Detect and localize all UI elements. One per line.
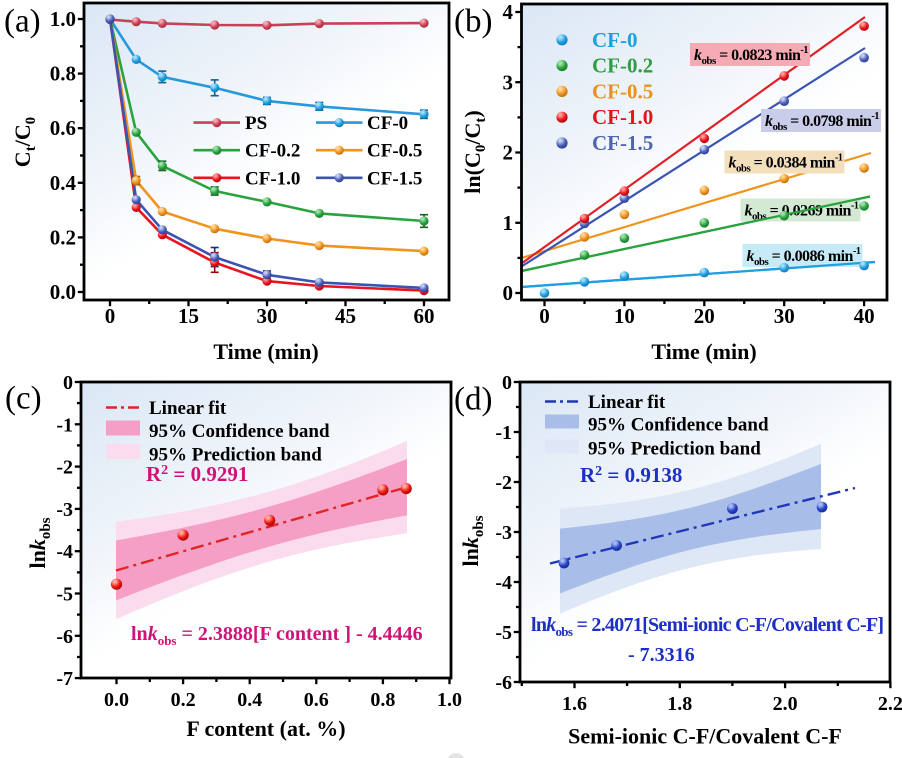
svg-text:40: 40 bbox=[854, 304, 875, 328]
svg-text:-1: -1 bbox=[56, 414, 73, 436]
svg-text:2.2: 2.2 bbox=[878, 693, 902, 715]
svg-text:lnkobs: lnkobs bbox=[458, 515, 487, 566]
svg-text:10: 10 bbox=[614, 304, 635, 328]
svg-text:4: 4 bbox=[503, 0, 514, 24]
svg-text:Ct/C0: Ct/C0 bbox=[10, 117, 39, 167]
svg-text:1: 1 bbox=[503, 211, 514, 235]
svg-text:0: 0 bbox=[503, 281, 514, 305]
svg-text:15: 15 bbox=[178, 304, 199, 328]
svg-text:0.4: 0.4 bbox=[237, 689, 262, 711]
svg-text:Time (min): Time (min) bbox=[651, 339, 756, 364]
svg-text:-4: -4 bbox=[495, 572, 512, 594]
svg-text:1.8: 1.8 bbox=[667, 693, 692, 715]
svg-text:45: 45 bbox=[335, 304, 356, 328]
svg-text:0.0: 0.0 bbox=[104, 689, 129, 711]
svg-text:ln(C0/Ct): ln(C0/Ct) bbox=[460, 110, 489, 193]
svg-text:kobs = 0.0823 min-1: kobs = 0.0823 min-1 bbox=[694, 45, 808, 67]
svg-text:(c): (c) bbox=[5, 381, 42, 417]
svg-text:95% Confidence band: 95% Confidence band bbox=[149, 421, 330, 442]
svg-text:-6: -6 bbox=[495, 672, 512, 694]
svg-text:0.2: 0.2 bbox=[50, 225, 76, 249]
svg-text:-3: -3 bbox=[495, 522, 512, 544]
svg-text:-4: -4 bbox=[56, 541, 73, 563]
svg-text:-6: -6 bbox=[56, 626, 73, 648]
svg-text:Time (min): Time (min) bbox=[213, 339, 318, 364]
svg-text:-5: -5 bbox=[495, 622, 512, 644]
svg-text:30: 30 bbox=[256, 304, 277, 328]
svg-text:kobs = 0.0384 min-1: kobs = 0.0384 min-1 bbox=[729, 153, 843, 175]
svg-text:R2 = 0.9291: R2 = 0.9291 bbox=[146, 462, 248, 486]
svg-text:CF-0: CF-0 bbox=[592, 28, 638, 52]
svg-text:0: 0 bbox=[539, 304, 550, 328]
svg-text:Semi-ionic C-F/Covalent C-F: Semi-ionic C-F/Covalent C-F bbox=[568, 724, 842, 749]
svg-text:30: 30 bbox=[774, 304, 795, 328]
svg-text:95% Prediction band: 95% Prediction band bbox=[149, 445, 322, 466]
svg-text:Linear fit: Linear fit bbox=[149, 398, 227, 419]
svg-text:95% Confidence band: 95% Confidence band bbox=[588, 415, 769, 436]
svg-text:0.4: 0.4 bbox=[50, 171, 77, 195]
svg-text:PS: PS bbox=[245, 113, 267, 134]
svg-text:(b): (b) bbox=[454, 4, 492, 40]
svg-text:CF-1.0: CF-1.0 bbox=[245, 168, 300, 189]
svg-text:CF-1.0: CF-1.0 bbox=[592, 105, 653, 129]
svg-text:-1: -1 bbox=[495, 422, 512, 444]
svg-text:(a): (a) bbox=[4, 4, 41, 40]
svg-text:0.8: 0.8 bbox=[370, 689, 395, 711]
svg-text:3: 3 bbox=[503, 70, 514, 94]
svg-text:0: 0 bbox=[63, 372, 73, 394]
svg-text:0: 0 bbox=[105, 304, 116, 328]
svg-text:lnkobs = 2.4071[Semi-ionic C-F: lnkobs = 2.4071[Semi-ionic C-F/Covalent … bbox=[531, 614, 883, 639]
svg-text:2.0: 2.0 bbox=[773, 693, 798, 715]
svg-text:CF-0.5: CF-0.5 bbox=[367, 141, 422, 162]
svg-text:95% Prediction band: 95% Prediction band bbox=[588, 439, 761, 460]
svg-text:1.0: 1.0 bbox=[437, 689, 462, 711]
svg-text:(d): (d) bbox=[454, 382, 492, 418]
svg-text:-2: -2 bbox=[495, 472, 512, 494]
svg-text:CF-0.2: CF-0.2 bbox=[592, 54, 653, 78]
svg-text:0.0: 0.0 bbox=[50, 280, 76, 304]
svg-text:CF-1.5: CF-1.5 bbox=[367, 168, 422, 189]
svg-text:20: 20 bbox=[694, 304, 715, 328]
svg-text:0.2: 0.2 bbox=[171, 689, 196, 711]
svg-text:R2 = 0.9138: R2 = 0.9138 bbox=[580, 463, 682, 487]
svg-text:CF-0: CF-0 bbox=[367, 113, 408, 134]
svg-text:Linear fit: Linear fit bbox=[588, 392, 666, 413]
svg-text:0.8: 0.8 bbox=[50, 62, 76, 86]
svg-text:CF-0.5: CF-0.5 bbox=[592, 79, 653, 103]
svg-text:1.0: 1.0 bbox=[50, 7, 76, 31]
svg-text:CF-1.5: CF-1.5 bbox=[592, 131, 653, 155]
svg-text:lnkobs: lnkobs bbox=[25, 517, 54, 568]
svg-text:-2: -2 bbox=[56, 457, 73, 479]
svg-text:0: 0 bbox=[502, 372, 512, 394]
svg-text:0.6: 0.6 bbox=[304, 689, 329, 711]
svg-text:CF-0.2: CF-0.2 bbox=[245, 141, 300, 162]
svg-text:1.6: 1.6 bbox=[562, 693, 587, 715]
svg-text:-7: -7 bbox=[56, 668, 73, 690]
svg-text:0.6: 0.6 bbox=[50, 116, 76, 140]
svg-text:kobs = 0.0798 min-1: kobs = 0.0798 min-1 bbox=[765, 111, 879, 133]
svg-text:2: 2 bbox=[503, 141, 514, 165]
svg-text:F content (at. %): F content (at. %) bbox=[186, 716, 345, 741]
svg-text:lnkobs = 2.3888[F content ] -: lnkobs = 2.3888[F content ] - 4.4446 bbox=[131, 623, 423, 648]
svg-text:60: 60 bbox=[413, 304, 434, 328]
svg-text:- 7.3316: - 7.3316 bbox=[628, 644, 695, 666]
svg-text:-3: -3 bbox=[56, 499, 73, 521]
svg-text:kobs = 0.0086 min-1: kobs = 0.0086 min-1 bbox=[747, 246, 861, 268]
svg-text:-5: -5 bbox=[56, 584, 73, 606]
